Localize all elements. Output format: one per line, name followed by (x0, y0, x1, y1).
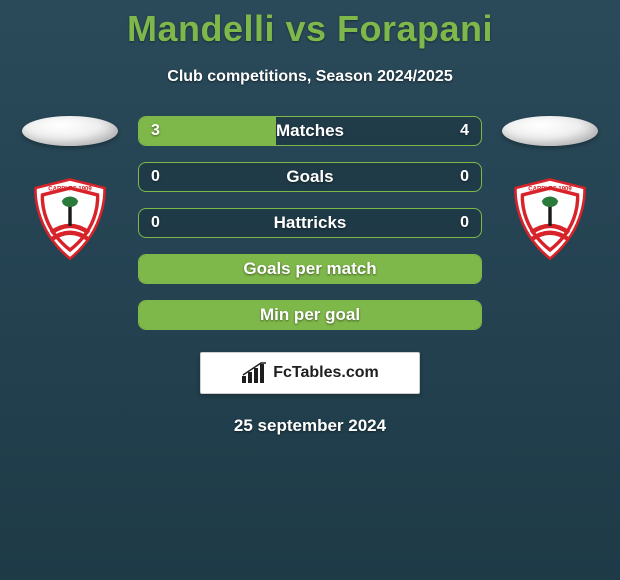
stat-label: Goals per match (243, 259, 376, 279)
player-oval-right (502, 116, 598, 146)
brand-text: FcTables.com (273, 364, 379, 382)
svg-text:CARPI FC 1909: CARPI FC 1909 (48, 187, 92, 193)
stat-right-value: 0 (460, 214, 469, 232)
stat-right-value: 0 (460, 168, 469, 186)
left-side: CARPI FC 1909 (20, 116, 120, 262)
stat-label: Goals (286, 167, 333, 187)
brand-badge: FcTables.com (200, 352, 420, 394)
svg-text:CARPI FC 1909: CARPI FC 1909 (528, 187, 572, 193)
stat-row-mpg: Min per goal (138, 300, 482, 330)
shield-icon: CARPI FC 1909 (507, 176, 593, 262)
team-badge-left: CARPI FC 1909 (27, 176, 113, 262)
page-title: Mandelli vs Forapani (0, 8, 620, 50)
stat-row-matches: 3 Matches 4 (138, 116, 482, 146)
stat-left-value: 0 (151, 214, 160, 232)
stat-label: Hattricks (274, 213, 347, 233)
stat-row-hattricks: 0 Hattricks 0 (138, 208, 482, 238)
stat-row-gpm: Goals per match (138, 254, 482, 284)
shield-icon: CARPI FC 1909 (27, 176, 113, 262)
stat-label: Min per goal (260, 305, 360, 325)
stat-left-value: 0 (151, 168, 160, 186)
stat-left-value: 3 (151, 122, 160, 140)
stat-rows: 3 Matches 4 0 Goals 0 0 Hattricks 0 Goal… (138, 116, 482, 330)
bars-icon (241, 362, 267, 384)
main-panel: CARPI FC 1909 3 Matches 4 0 Goals 0 0 Ha… (0, 116, 620, 330)
stat-row-goals: 0 Goals 0 (138, 162, 482, 192)
date-label: 25 september 2024 (0, 416, 620, 436)
player-oval-left (22, 116, 118, 146)
team-badge-right: CARPI FC 1909 (507, 176, 593, 262)
right-side: CARPI FC 1909 (500, 116, 600, 262)
infographic: Mandelli vs Forapani Club competitions, … (0, 0, 620, 580)
stat-label: Matches (276, 121, 344, 141)
subtitle: Club competitions, Season 2024/2025 (0, 68, 620, 86)
stat-right-value: 4 (460, 122, 469, 140)
